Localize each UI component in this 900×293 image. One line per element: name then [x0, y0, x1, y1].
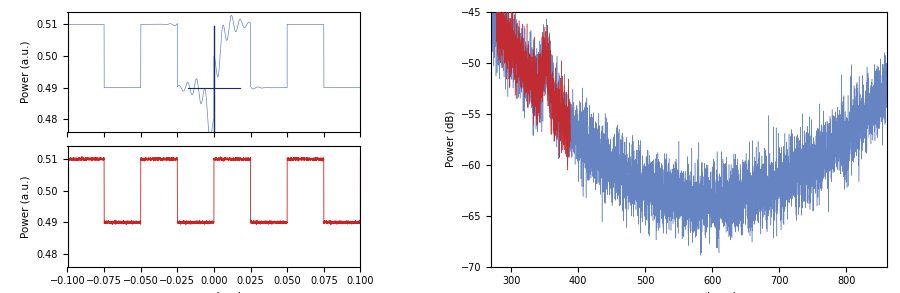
- X-axis label: OPD (cm): OPD (cm): [185, 292, 242, 293]
- Y-axis label: Power (a.u.): Power (a.u.): [21, 175, 31, 238]
- Y-axis label: Power (a.u.): Power (a.u.): [21, 41, 31, 103]
- Y-axis label: Power (dB): Power (dB): [446, 111, 455, 167]
- X-axis label: Frequency (THz): Frequency (THz): [641, 292, 737, 293]
